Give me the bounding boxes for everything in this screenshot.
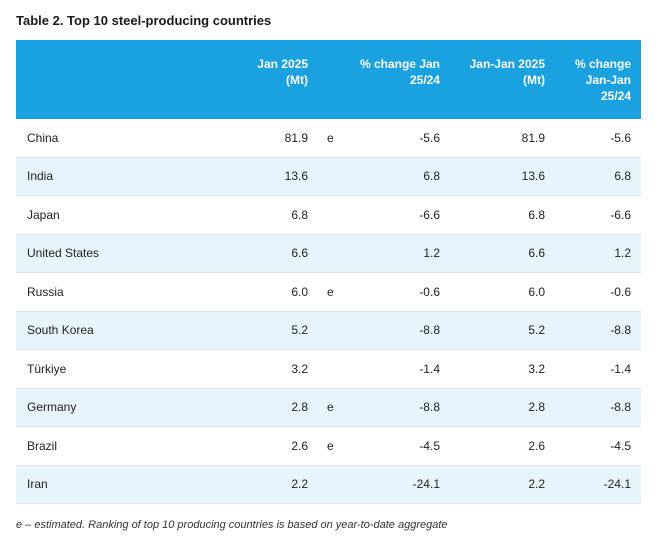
table-row: Brazil 2.6 e -4.5 2.6 -4.5: [16, 427, 641, 466]
cell-estimate: e: [327, 284, 334, 299]
table-row: Russia 6.0 e -0.6 6.0 -0.6: [16, 273, 641, 312]
cell-country: Germany: [27, 400, 77, 415]
cell-ytd: 6.6: [528, 246, 545, 261]
cell-ytd: 5.2: [528, 323, 545, 338]
cell-ytd: 2.2: [528, 477, 545, 492]
table-footnote: e – estimated. Ranking of top 10 produci…: [16, 519, 448, 531]
cell-jan: 6.6: [291, 246, 308, 261]
cell-ytd-change: -24.1: [603, 477, 631, 492]
cell-ytd-change: -5.6: [610, 130, 631, 145]
table-row: South Korea 5.2 -8.8 5.2 -8.8: [16, 311, 641, 350]
cell-change: 1.2: [423, 246, 440, 261]
header-ytd-change: % change Jan-Jan 25/24: [545, 56, 631, 119]
cell-jan: 13.6: [284, 169, 308, 184]
cell-ytd-change: -4.5: [610, 438, 631, 453]
cell-country: Japan: [27, 207, 60, 222]
table-row: United States 6.6 1.2 6.6 1.2: [16, 234, 641, 273]
cell-change: -6.6: [419, 207, 440, 222]
cell-change: -8.8: [419, 323, 440, 338]
cell-ytd-change: -6.6: [610, 207, 631, 222]
cell-ytd: 3.2: [528, 361, 545, 376]
cell-change: 6.8: [423, 169, 440, 184]
header-country: [16, 56, 216, 119]
cell-change: -0.6: [419, 284, 440, 299]
cell-jan: 2.6: [291, 438, 308, 453]
cell-estimate: e: [327, 400, 334, 415]
cell-ytd-change: 1.2: [614, 246, 631, 261]
cell-ytd-change: -8.8: [610, 323, 631, 338]
cell-jan: 3.2: [291, 361, 308, 376]
header-ytd-change-line-2: Jan-Jan: [585, 73, 631, 87]
cell-jan: 2.2: [291, 477, 308, 492]
cell-ytd: 6.0: [528, 284, 545, 299]
cell-change: -5.6: [419, 130, 440, 145]
header-change-line-1: % change Jan: [359, 57, 440, 71]
header-ytd: Jan-Jan 2025 (Mt): [440, 56, 545, 119]
header-jan-line-2: (Mt): [286, 73, 308, 87]
cell-change: -1.4: [419, 361, 440, 376]
header-ytd-line-2: (Mt): [523, 73, 545, 87]
table-row: China 81.9 e -5.6 81.9 -5.6: [16, 119, 641, 158]
cell-ytd: 2.6: [528, 438, 545, 453]
table-row: Türkiye 3.2 -1.4 3.2 -1.4: [16, 350, 641, 389]
table-title: Table 2. Top 10 steel-producing countrie…: [16, 13, 272, 28]
header-estimate: [308, 56, 345, 119]
cell-country: United States: [27, 246, 100, 261]
table-row: Iran 2.2 -24.1 2.2 -24.1: [16, 465, 641, 504]
cell-estimate: e: [327, 130, 334, 145]
cell-country: China: [27, 130, 59, 145]
cell-ytd-change: -8.8: [610, 400, 631, 415]
header-jan-line-1: Jan 2025: [257, 57, 308, 71]
cell-ytd-change: -1.4: [610, 361, 631, 376]
table-row: India 13.6 6.8 13.6 6.8: [16, 157, 641, 196]
header-ytd-change-line-3: 25/24: [600, 89, 631, 103]
cell-country: Iran: [27, 477, 48, 492]
cell-change: -24.1: [412, 477, 440, 492]
cell-country: South Korea: [27, 323, 94, 338]
cell-ytd: 81.9: [521, 130, 545, 145]
cell-ytd: 2.8: [528, 400, 545, 415]
table-row: Germany 2.8 e -8.8 2.8 -8.8: [16, 388, 641, 427]
cell-jan: 2.8: [291, 400, 308, 415]
header-change-line-2: 25/24: [409, 73, 440, 87]
cell-change: -8.8: [419, 400, 440, 415]
header-ytd-change-line-1: % change: [574, 57, 631, 71]
cell-country: India: [27, 169, 54, 184]
steel-production-table: Jan 2025 (Mt) % change Jan 25/24 Jan-Jan…: [16, 40, 641, 504]
cell-country: Brazil: [27, 438, 58, 453]
cell-jan: 6.0: [291, 284, 308, 299]
cell-jan: 5.2: [291, 323, 308, 338]
table-header: Jan 2025 (Mt) % change Jan 25/24 Jan-Jan…: [16, 40, 641, 119]
cell-jan: 6.8: [291, 207, 308, 222]
cell-country: Russia: [27, 284, 64, 299]
header-jan: Jan 2025 (Mt): [216, 56, 308, 119]
cell-ytd: 6.8: [528, 207, 545, 222]
table-row: Japan 6.8 -6.6 6.8 -6.6: [16, 196, 641, 235]
cell-estimate: e: [327, 438, 334, 453]
cell-country: Türkiye: [27, 361, 67, 376]
cell-ytd-change: 6.8: [614, 169, 631, 184]
header-change: % change Jan 25/24: [345, 56, 440, 119]
cell-jan: 81.9: [284, 130, 308, 145]
cell-ytd: 13.6: [521, 169, 545, 184]
cell-change: -4.5: [419, 438, 440, 453]
cell-ytd-change: -0.6: [610, 284, 631, 299]
header-ytd-line-1: Jan-Jan 2025: [469, 57, 545, 71]
